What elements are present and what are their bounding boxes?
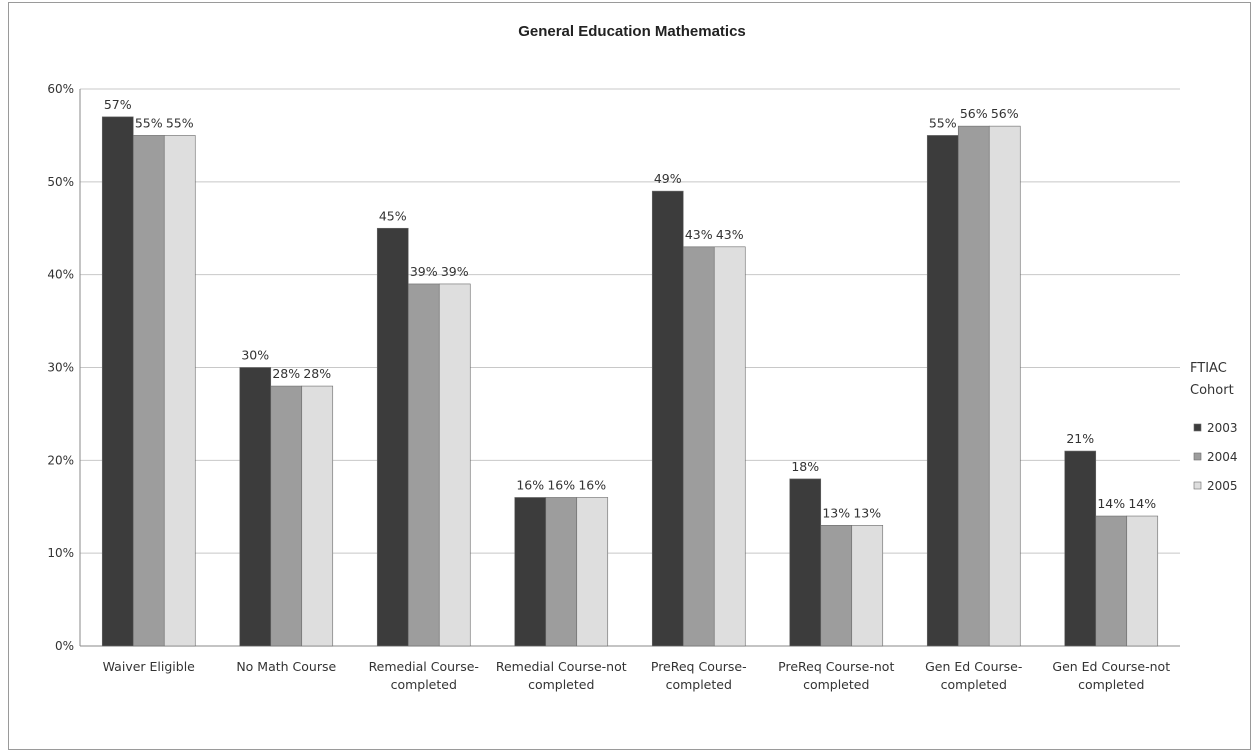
bar — [514, 497, 547, 647]
x-tick-label: Gen Ed Course-completed — [925, 659, 1022, 692]
data-label: 57% — [104, 97, 132, 112]
x-tick-label: Remedial Course-completed — [369, 659, 479, 692]
x-axis: Waiver Eligible No Math Course Remedial Co… — [103, 659, 1171, 692]
legend-label: 2003 — [1207, 421, 1238, 435]
bar — [163, 135, 196, 647]
bar — [376, 227, 409, 647]
data-label: 55% — [166, 115, 194, 130]
y-axis: 0% 10% 20% 30% 40% 50% 60% — [47, 82, 81, 653]
bar — [576, 497, 609, 647]
bar — [101, 116, 134, 647]
chart-frame — [8, 2, 1251, 750]
data-label: 16% — [547, 477, 575, 492]
bar — [789, 478, 822, 647]
data-label: 55% — [135, 115, 163, 130]
y-tick-label: 10% — [47, 546, 74, 560]
data-label: 49% — [654, 171, 682, 186]
x-tick-label: PreReq Course-not completed — [778, 659, 894, 692]
data-label: 43% — [685, 227, 713, 242]
bar — [270, 385, 303, 647]
x-tick-label: Remedial Course-not completed — [496, 659, 627, 692]
data-label: 28% — [272, 366, 300, 381]
bar — [239, 367, 272, 647]
y-tick-label: 40% — [47, 268, 74, 282]
data-label: 39% — [441, 264, 469, 279]
bar — [651, 190, 684, 647]
bar — [820, 525, 853, 647]
data-label: 28% — [303, 366, 331, 381]
x-tick-label: Gen Ed Course-not completed — [1052, 659, 1170, 692]
y-tick-label: 60% — [47, 82, 74, 96]
bar — [545, 497, 578, 647]
x-tick-label: Waiver Eligible — [103, 659, 196, 674]
data-label: 43% — [716, 227, 744, 242]
bar — [851, 525, 884, 647]
data-label: 16% — [516, 477, 544, 492]
y-tick-label: 30% — [47, 361, 74, 375]
legend-title: FTIAC Cohort — [1190, 361, 1234, 398]
x-tick-label: PreReq Course-completed — [651, 659, 747, 692]
data-label: 56% — [991, 106, 1019, 121]
bar — [926, 135, 959, 647]
data-label: 14% — [1128, 496, 1156, 511]
x-tick-label: No Math Course — [236, 659, 336, 674]
data-label: 13% — [822, 505, 850, 520]
y-tick-label: 50% — [47, 175, 74, 189]
legend-label: 2004 — [1207, 450, 1238, 464]
data-labels: 57%55% 55%30%28% 28%45%39% 39%16% 16% 16%49%4… — [104, 97, 1156, 520]
legend-swatch — [1193, 481, 1202, 490]
bar — [988, 125, 1021, 647]
bar — [1064, 450, 1097, 647]
bar — [132, 135, 165, 647]
data-label: 39% — [410, 264, 438, 279]
bar — [1095, 515, 1128, 647]
bar — [713, 246, 746, 647]
bar — [957, 125, 990, 647]
y-tick-label: 20% — [47, 453, 74, 467]
data-label: 13% — [853, 505, 881, 520]
data-label: 56% — [960, 106, 988, 121]
data-label: 55% — [929, 115, 957, 130]
legend-label: 2005 — [1207, 479, 1238, 493]
bar — [1126, 515, 1159, 647]
legend-swatch — [1193, 452, 1202, 461]
data-label: 16% — [578, 477, 606, 492]
bar — [438, 283, 471, 647]
data-label: 45% — [379, 208, 407, 223]
data-label: 14% — [1097, 496, 1125, 511]
legend: FTIAC Cohort 2003 2004 2005 — [1190, 361, 1238, 493]
legend-swatch — [1193, 423, 1202, 432]
data-label: 18% — [791, 459, 819, 474]
y-tick-label: 0% — [55, 639, 74, 653]
data-label: 30% — [241, 348, 269, 363]
bars — [101, 116, 1159, 647]
bar — [682, 246, 715, 647]
bar — [407, 283, 440, 647]
data-label: 21% — [1066, 431, 1094, 446]
chart-title: General Education Mathematics — [518, 23, 746, 40]
bar — [301, 385, 334, 647]
